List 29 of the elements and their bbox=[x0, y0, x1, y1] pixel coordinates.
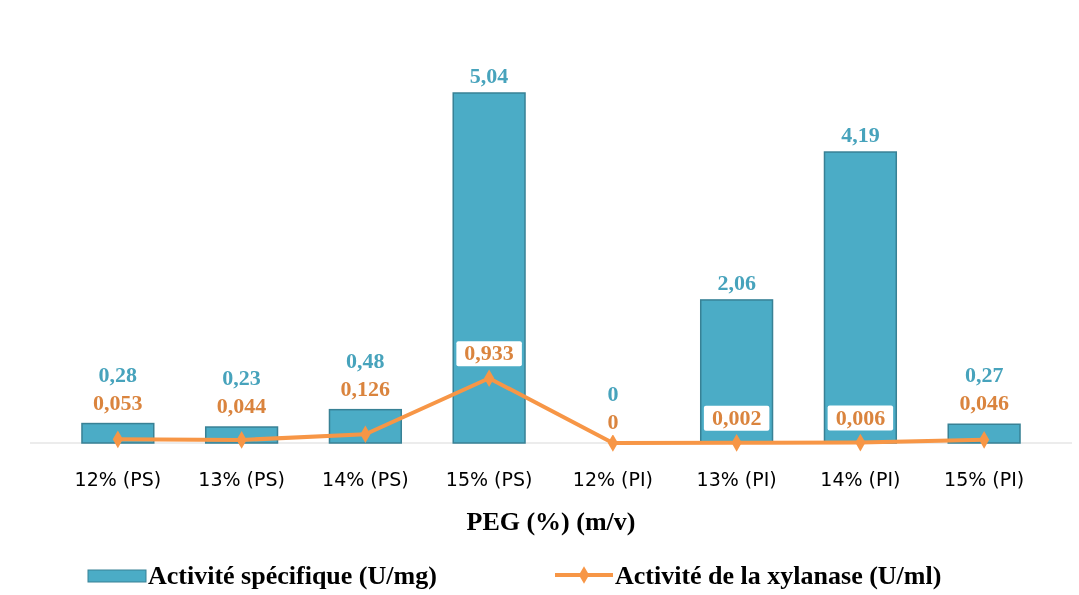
data-label: 0,27 bbox=[964, 362, 1004, 388]
data-label: 0 bbox=[607, 381, 619, 406]
data-label: 0,006 bbox=[835, 404, 886, 430]
x-tick-label: 15% (PS) bbox=[445, 468, 533, 490]
data-label: 5,04 bbox=[469, 63, 509, 88]
legend-label: Activité de la xylanase (U/ml) bbox=[615, 561, 942, 590]
data-label: 4,19 bbox=[841, 122, 880, 148]
data-label: 2,06 bbox=[717, 269, 756, 295]
data-label: 0,044 bbox=[216, 393, 267, 419]
x-tick-label: 14% (PI) bbox=[820, 468, 901, 490]
data-label: 0,48 bbox=[346, 347, 385, 373]
data-label: 0,046 bbox=[959, 390, 1009, 416]
data-label: 0,126 bbox=[340, 375, 391, 401]
x-tick-label: 14% (PS) bbox=[322, 468, 409, 490]
data-label: 0,933 bbox=[464, 340, 514, 366]
bar bbox=[452, 92, 526, 444]
x-tick-label: 13% (PS) bbox=[198, 468, 285, 490]
x-tick-label: 12% (PS) bbox=[74, 468, 162, 490]
x-tick-label: 12% (PI) bbox=[572, 468, 653, 490]
data-label: 0 bbox=[607, 409, 619, 434]
x-tick-label: 13% (PI) bbox=[696, 468, 777, 490]
bar bbox=[823, 151, 898, 444]
x-axis-title: PEG (%) (m/v) bbox=[466, 507, 636, 536]
x-tick-label: 15% (PI) bbox=[944, 468, 1025, 490]
data-label: 0,23 bbox=[222, 365, 261, 391]
legend-label: Activité spécifique (U/mg) bbox=[148, 561, 437, 590]
data-label: 0,053 bbox=[93, 389, 143, 415]
data-label: 0,002 bbox=[711, 404, 762, 430]
data-label: 0,28 bbox=[98, 361, 138, 387]
